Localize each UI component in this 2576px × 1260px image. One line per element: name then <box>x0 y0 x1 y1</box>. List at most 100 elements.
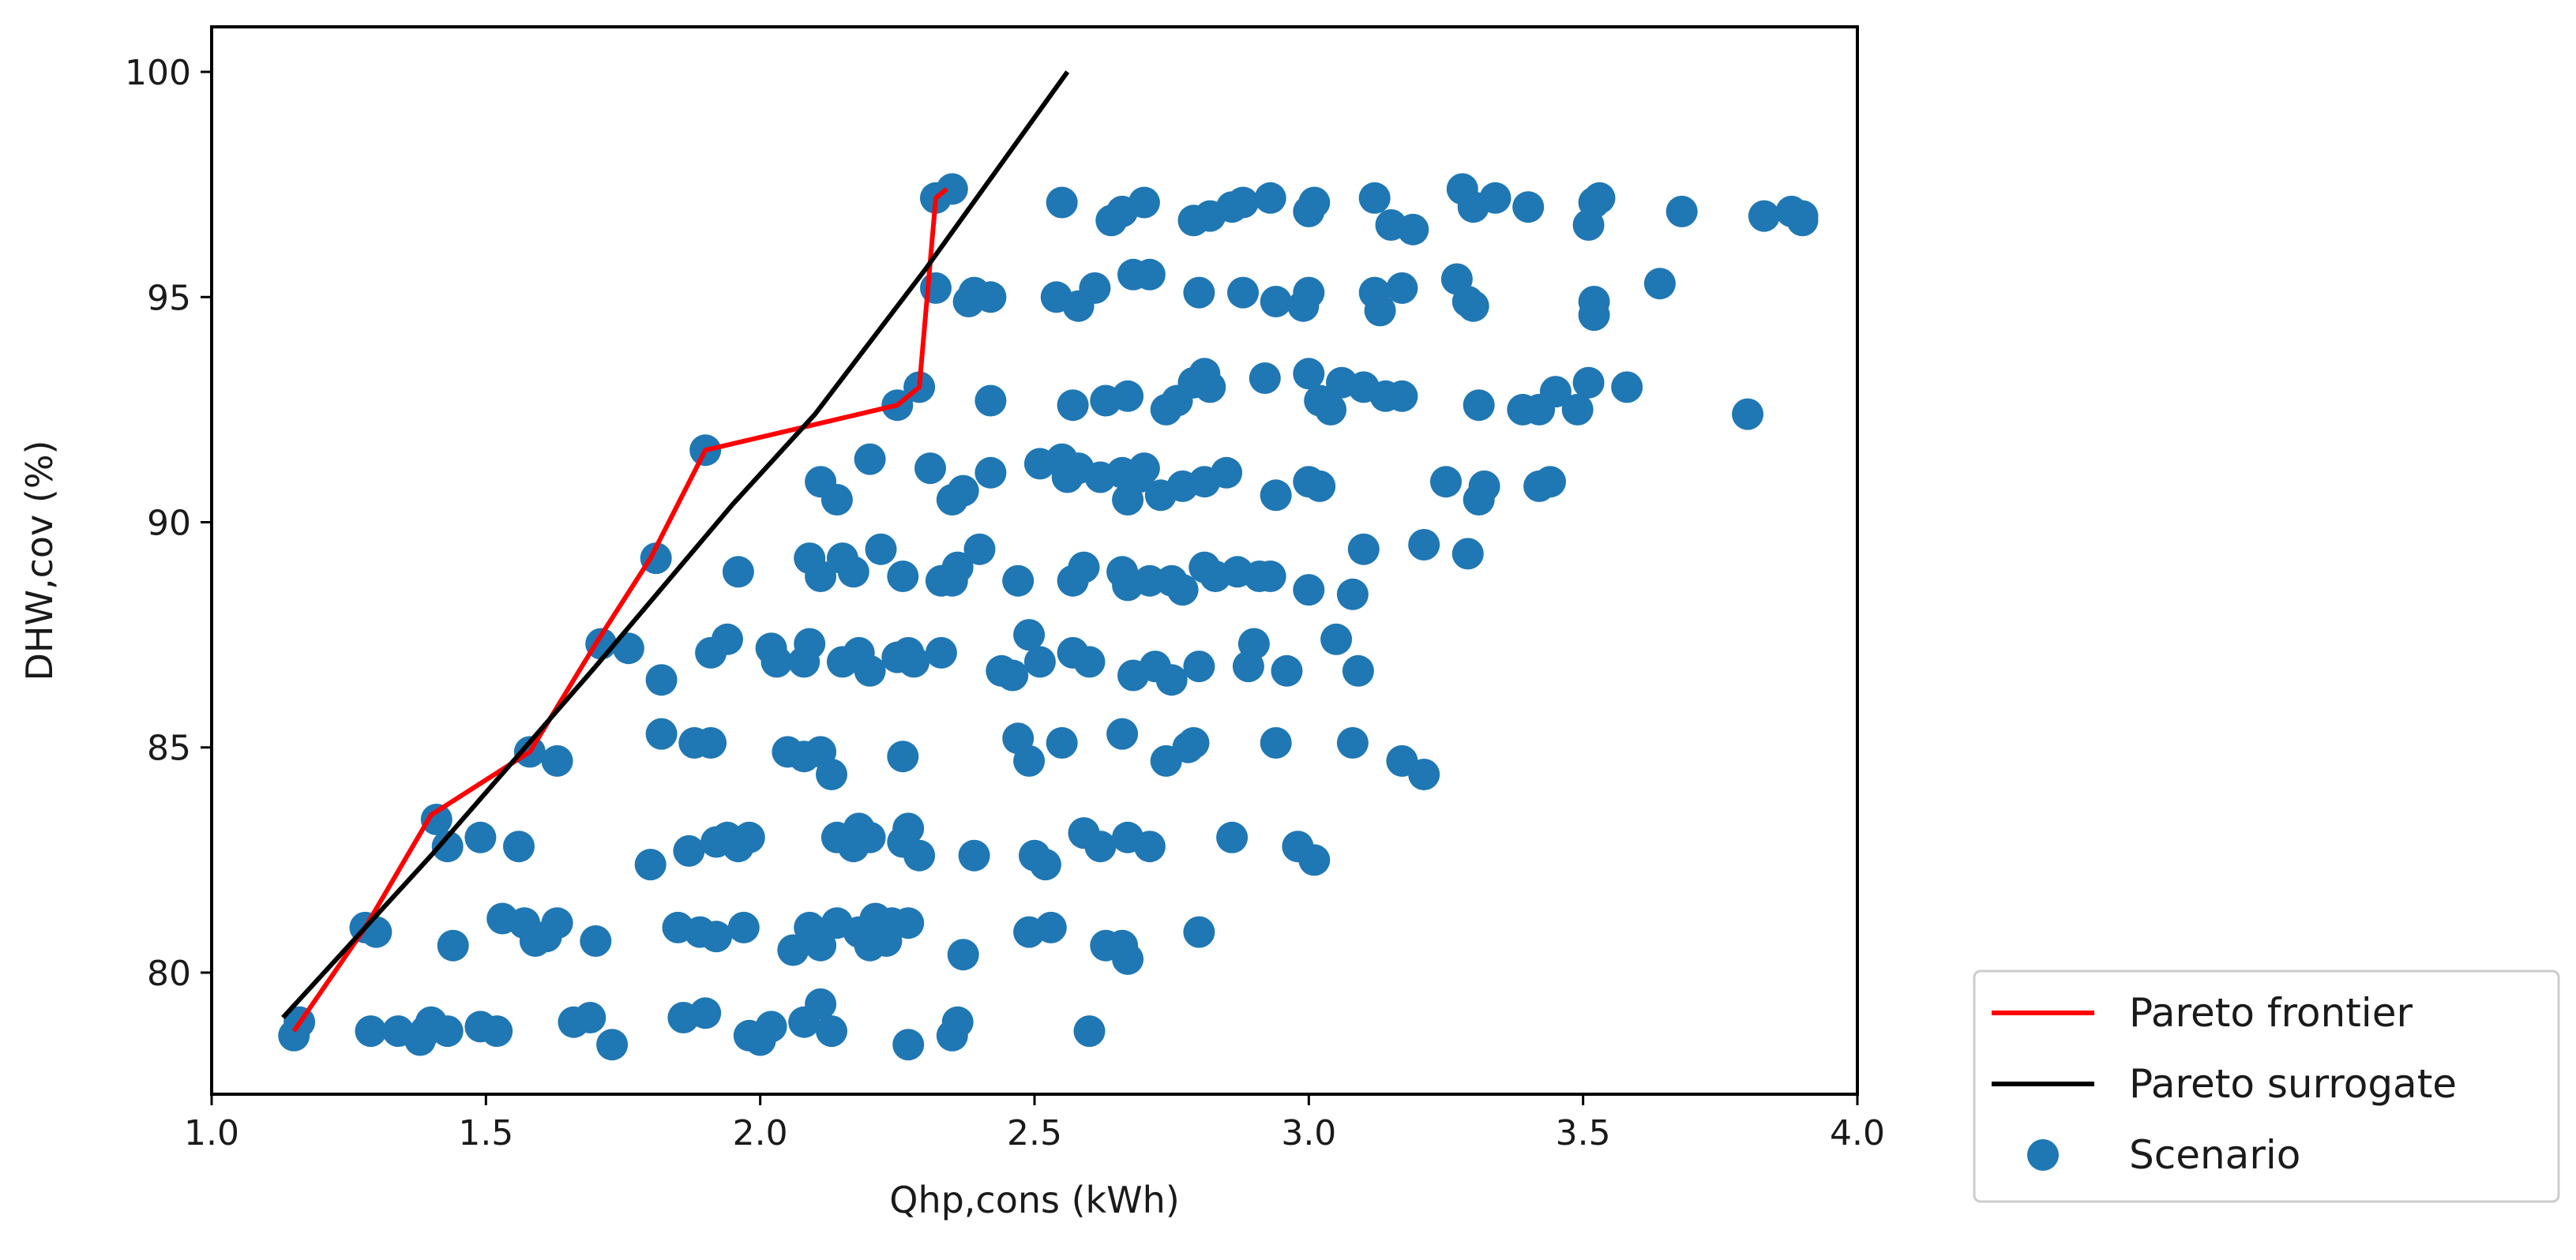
scenario-point <box>1079 272 1111 304</box>
scenario-point <box>437 929 469 962</box>
x-tick-label: 2.5 <box>1007 1113 1062 1153</box>
scenario-point <box>1260 286 1292 317</box>
scenario-point <box>816 1015 847 1048</box>
scenario-point <box>1002 564 1035 597</box>
scenario-point <box>1397 213 1429 246</box>
y-tick-label: 80 <box>147 954 191 994</box>
scenario-point <box>1315 393 1347 426</box>
scenario-point <box>1512 191 1545 223</box>
scenario-point <box>1304 470 1336 502</box>
legend: Pareto frontier Pareto surrogate Scenari… <box>1973 969 2560 1203</box>
axes: 1.0 1.5 2.0 2.5 3.0 3.5 4.0 80 85 90 95 100 <box>125 53 1885 1153</box>
scenario-point <box>634 849 667 881</box>
scenario-point <box>854 821 886 853</box>
scenario-point <box>1166 574 1199 606</box>
scenario-point <box>689 997 722 1029</box>
scenario-point <box>1336 727 1369 759</box>
scenario-point <box>431 831 464 863</box>
scenario-point <box>580 925 612 957</box>
scenario-point <box>1578 299 1610 332</box>
x-tick-label: 3.0 <box>1281 1113 1336 1153</box>
scenario-point <box>1106 718 1139 750</box>
scenario-point <box>1029 849 1061 881</box>
scenario-point <box>712 623 743 655</box>
x-tick-label: 3.5 <box>1556 1113 1611 1153</box>
scenario-point <box>903 839 936 872</box>
scenario-point <box>695 727 727 759</box>
scenario-point <box>1320 623 1353 655</box>
scenario-point <box>1254 561 1286 592</box>
scenario-point <box>898 646 930 678</box>
scenario-point <box>481 1015 513 1048</box>
scenario-point <box>355 1015 387 1048</box>
scenario-point <box>1128 452 1160 485</box>
scenario-point <box>1336 578 1369 610</box>
scenario-point <box>420 804 452 835</box>
scenario-point <box>596 1029 629 1061</box>
scenario-point <box>1183 916 1215 948</box>
x-tick-label: 4.0 <box>1830 1113 1885 1153</box>
scenario-point <box>541 907 573 939</box>
scenario-point <box>1057 389 1089 422</box>
legend-label-pareto-surrogate: Pareto surrogate <box>2129 1061 2457 1107</box>
scenario-point <box>1408 759 1440 790</box>
scenario-point <box>645 718 678 750</box>
scenario-point <box>1046 186 1078 219</box>
scenario-point <box>1260 479 1292 512</box>
scenario-point <box>1643 268 1676 300</box>
scenario-point <box>1539 376 1572 408</box>
scenario-point <box>1561 393 1594 426</box>
scenario-point <box>1177 727 1210 759</box>
legend-label-pareto-frontier: Pareto frontier <box>2129 990 2413 1036</box>
scenario-point <box>925 636 957 669</box>
scenario-point <box>892 1029 925 1061</box>
scenario-point <box>1112 380 1144 412</box>
scenario-point <box>1112 943 1144 975</box>
scenario-point <box>1572 366 1605 399</box>
scenario-point <box>854 443 886 475</box>
scenario-point <box>1611 371 1643 403</box>
y-tick-label: 85 <box>147 729 191 769</box>
scenario-point <box>464 821 497 853</box>
scenario-point <box>1013 744 1046 777</box>
y-tick-label: 100 <box>125 53 191 93</box>
scenario-point <box>1748 200 1780 232</box>
scenario-point <box>947 474 979 507</box>
scenario-point <box>360 916 392 948</box>
scenario-point <box>892 907 925 939</box>
scenario-point <box>865 533 897 565</box>
scenario-point <box>887 561 919 592</box>
scenario-point <box>887 741 919 773</box>
scenario-point <box>1479 182 1511 214</box>
scenario-point <box>837 556 869 588</box>
scenario-point <box>1084 831 1117 863</box>
scenario-point <box>700 921 733 953</box>
scenario-point <box>1133 831 1166 863</box>
scenario-point <box>1293 574 1325 606</box>
scenario-point <box>1194 371 1226 403</box>
scenario-point <box>1068 551 1100 583</box>
scenario-point <box>1249 362 1281 394</box>
scenario-point <box>1133 564 1166 597</box>
scenario-point <box>1457 290 1489 322</box>
x-tick-label: 1.5 <box>458 1113 513 1153</box>
scenario-point <box>816 759 847 790</box>
scenario-point <box>805 929 837 962</box>
scenario-point <box>914 452 946 485</box>
scenario-point <box>1073 646 1106 678</box>
scenario-point <box>1786 204 1819 237</box>
scenario-point <box>1347 533 1380 565</box>
scenario-point <box>941 551 974 583</box>
pareto-surrogate-line <box>281 70 1070 1020</box>
scenario-point <box>974 384 1007 417</box>
scenario-point <box>1133 258 1166 291</box>
scenario-point <box>1073 1015 1106 1048</box>
scenario-point <box>777 934 809 966</box>
x-axis-label: Qhp,cons (kWh) <box>889 1179 1180 1221</box>
scenario-point <box>1534 466 1566 498</box>
scenario-point <box>1155 664 1188 696</box>
scenario-point <box>1732 398 1764 430</box>
scenario-point <box>1254 182 1286 214</box>
scenario-point <box>1128 186 1160 219</box>
